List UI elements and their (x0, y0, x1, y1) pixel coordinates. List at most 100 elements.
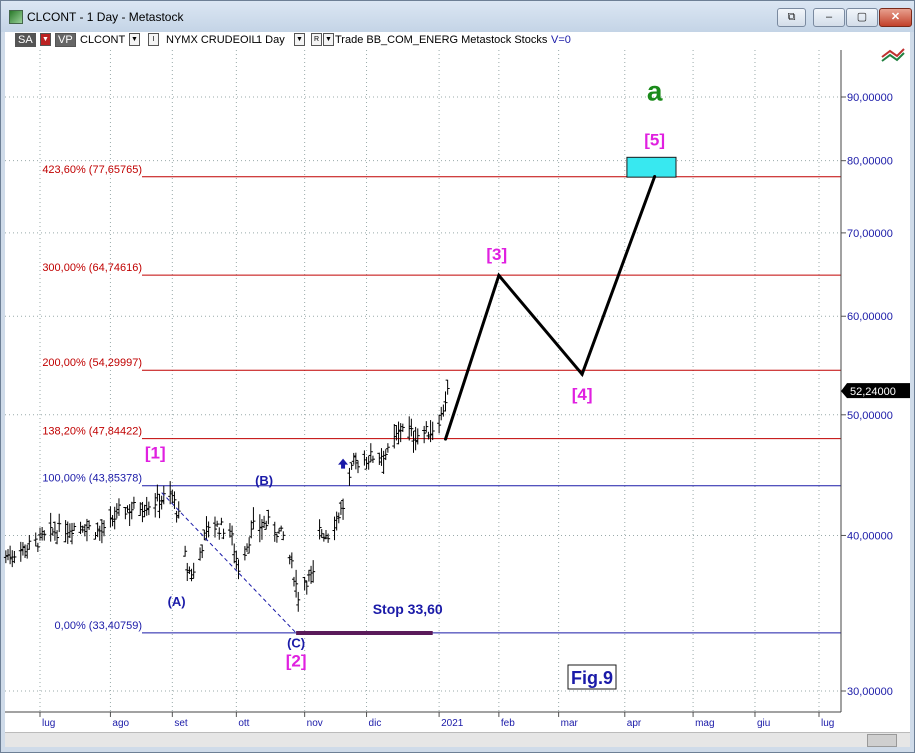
price-bar (296, 591, 301, 612)
price-bar (127, 504, 132, 527)
wave-point (580, 372, 584, 376)
drawing-tools-icon[interactable] (881, 48, 905, 62)
price-bar (319, 529, 324, 538)
sa-dropdown-icon[interactable]: ▼ (40, 33, 51, 46)
price-bars (3, 379, 450, 612)
price-bar (213, 516, 218, 538)
price-bar (279, 525, 284, 532)
price-bar (125, 505, 130, 513)
volume-indicator: V=0 (551, 34, 571, 46)
price-bar (227, 523, 232, 538)
price-bar (353, 452, 358, 470)
symbol-field[interactable]: CLCONT (80, 34, 126, 46)
price-bar (392, 424, 397, 449)
price-bar (242, 546, 247, 561)
price-bar (114, 503, 119, 519)
price-axis[interactable] (841, 50, 910, 712)
maximize-button[interactable]: ▢ (846, 8, 878, 27)
app-icon (9, 10, 23, 24)
wave-point (653, 174, 657, 178)
price-bar (385, 443, 390, 453)
price-bar (200, 544, 205, 559)
price-bar (65, 521, 70, 544)
fib-level-label: 300,00% (64,74616) (42, 262, 142, 274)
price-bar (262, 515, 267, 528)
price-bar (35, 542, 40, 553)
axis-corner (841, 712, 910, 732)
price-bar (144, 496, 149, 516)
price-bar (20, 542, 25, 556)
price-bar (129, 501, 134, 520)
price-bar (311, 560, 316, 583)
y-tick-label: 60,00000 (847, 311, 893, 323)
price-bar (87, 520, 92, 530)
y-tick-label: 50,00000 (847, 410, 893, 422)
price-bar (326, 533, 331, 543)
minimize-button[interactable]: – (813, 8, 845, 27)
price-bar (396, 421, 401, 445)
y-tick-label: 40,00000 (847, 530, 893, 542)
price-bar (198, 547, 203, 561)
x-tick-label: 2021 (441, 718, 464, 729)
price-bar (159, 495, 164, 510)
i-box[interactable]: I (148, 33, 159, 46)
price-bar (155, 484, 160, 502)
close-button[interactable]: ✕ (879, 8, 912, 27)
wave-point (497, 273, 501, 277)
price-bar (349, 462, 354, 470)
symbol-dropdown-icon[interactable]: ▼ (129, 33, 140, 46)
date-axis[interactable] (5, 712, 841, 732)
wave-label: (A) (168, 594, 186, 609)
r-box[interactable]: R (311, 33, 322, 46)
x-tick-label: lug (42, 718, 55, 729)
price-bar (409, 418, 414, 437)
price-bar (234, 550, 239, 570)
scrollbar-thumb[interactable] (867, 734, 897, 747)
stop-label: Stop 33,60 (373, 601, 443, 617)
price-bar (50, 528, 55, 536)
price-bar (437, 414, 442, 434)
fib-level-label: 423,60% (77,65765) (42, 164, 142, 176)
price-bar (172, 491, 177, 509)
price-bar (281, 531, 286, 541)
restore-layout-button[interactable]: ⧉ (777, 8, 806, 27)
price-bar (306, 569, 311, 582)
wave-label: [3] (486, 245, 507, 264)
price-bar (72, 522, 77, 531)
price-bar (217, 527, 222, 540)
price-bar (377, 452, 382, 465)
price-bar (8, 545, 13, 565)
chart-toolbar: SA ▼ VP CLCONT ▼ I NYMX CRUDEOIL 1 Day ▼… (5, 32, 910, 50)
price-bar (247, 537, 252, 554)
period-dropdown-icon[interactable]: ▼ (294, 33, 305, 46)
price-bar (289, 552, 294, 569)
price-bar (317, 519, 322, 540)
vp-button[interactable]: VP (55, 33, 76, 47)
price-bar (191, 562, 196, 579)
price-bar (10, 550, 15, 568)
figure-label: Fig.9 (571, 668, 613, 688)
price-bar (424, 421, 429, 433)
price-bar (291, 576, 296, 587)
last-price-tag (847, 383, 910, 399)
price-bar (157, 493, 162, 519)
price-bar (245, 543, 250, 552)
price-bar (356, 460, 361, 474)
price-bar (55, 530, 60, 545)
last-price-label: 52,24000 (850, 386, 896, 398)
price-bar (48, 512, 53, 542)
dashed-trend-line (161, 492, 297, 634)
fib-level-label: 0,00% (33,40759) (55, 620, 142, 632)
price-bar (230, 525, 235, 546)
wave-label: (B) (255, 473, 273, 488)
horizontal-scrollbar[interactable] (5, 732, 910, 747)
price-bar (411, 431, 416, 453)
period-field[interactable]: 1 Day (256, 34, 285, 46)
price-bar (232, 543, 237, 564)
price-bar (336, 512, 341, 524)
r-dropdown-icon[interactable]: ▼ (323, 33, 334, 46)
price-bar (341, 498, 346, 520)
price-bar (366, 455, 371, 470)
sa-button[interactable]: SA (15, 33, 36, 47)
